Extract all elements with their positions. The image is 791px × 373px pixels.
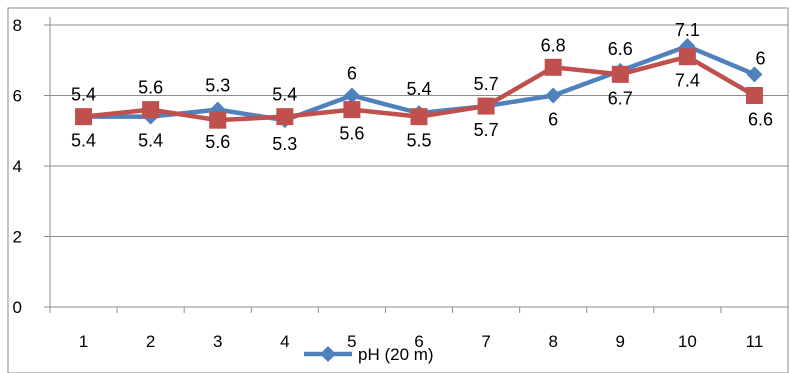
x-tick-label: 11 [746, 332, 764, 351]
data-label: 5.6 [205, 132, 230, 152]
data-point [477, 97, 495, 115]
data-point [209, 111, 227, 129]
data-label: 6 [755, 48, 765, 68]
data-label: 5.3 [205, 76, 230, 96]
x-tick-label: 3 [213, 332, 222, 351]
data-point [75, 108, 93, 126]
data-point [276, 108, 294, 126]
series-1 [75, 48, 763, 129]
data-point [343, 87, 360, 104]
data-label: 6.6 [748, 110, 773, 130]
y-tick-label: 6 [13, 87, 22, 106]
data-point [545, 87, 562, 104]
legend-marker [320, 346, 336, 362]
y-tick-label: 8 [13, 16, 22, 35]
y-tick-label: 2 [13, 228, 22, 247]
x-tick-label: 1 [79, 332, 88, 351]
data-point [746, 66, 763, 83]
data-label: 7.1 [675, 20, 700, 40]
y-tick-label: 4 [13, 157, 22, 176]
data-label: 5.6 [138, 78, 163, 98]
data-label: 7.4 [675, 71, 700, 91]
x-tick-label: 6 [414, 332, 423, 351]
data-point [745, 87, 763, 104]
data-label: 5.4 [272, 85, 297, 105]
data-point [544, 58, 562, 76]
data-label: 6 [347, 64, 357, 84]
legend-label: pH (20 m) [358, 345, 434, 364]
data-label: 5.4 [71, 131, 96, 151]
data-point [678, 48, 696, 66]
data-label: 5.4 [71, 85, 96, 105]
x-tick-label: 4 [280, 332, 289, 351]
data-label: 5.7 [474, 120, 499, 140]
x-tick-label: 7 [481, 332, 490, 351]
y-tick-label: 0 [13, 298, 22, 317]
data-label: 5.4 [406, 79, 431, 99]
data-label: 5.6 [339, 124, 364, 144]
x-tick-label: 5 [347, 332, 356, 351]
data-label: 5.7 [474, 74, 499, 94]
x-tick-label: 9 [616, 332, 625, 351]
x-tick-label: 10 [678, 332, 697, 351]
data-point [410, 108, 428, 126]
x-tick-label: 8 [548, 332, 557, 351]
data-label: 6.6 [608, 39, 633, 59]
data-label: 6.8 [541, 35, 566, 55]
data-label: 5.3 [272, 134, 297, 154]
data-point [343, 101, 361, 119]
data-label: 5.4 [138, 131, 163, 151]
data-point [142, 101, 160, 119]
data-label: 6.7 [608, 88, 633, 108]
x-tick-label: 2 [146, 332, 155, 351]
chart-border [7, 7, 789, 373]
data-point [611, 65, 629, 83]
data-label: 5.5 [406, 131, 431, 151]
data-label: 6 [548, 110, 558, 130]
legend: pH (20 m) [304, 345, 434, 364]
